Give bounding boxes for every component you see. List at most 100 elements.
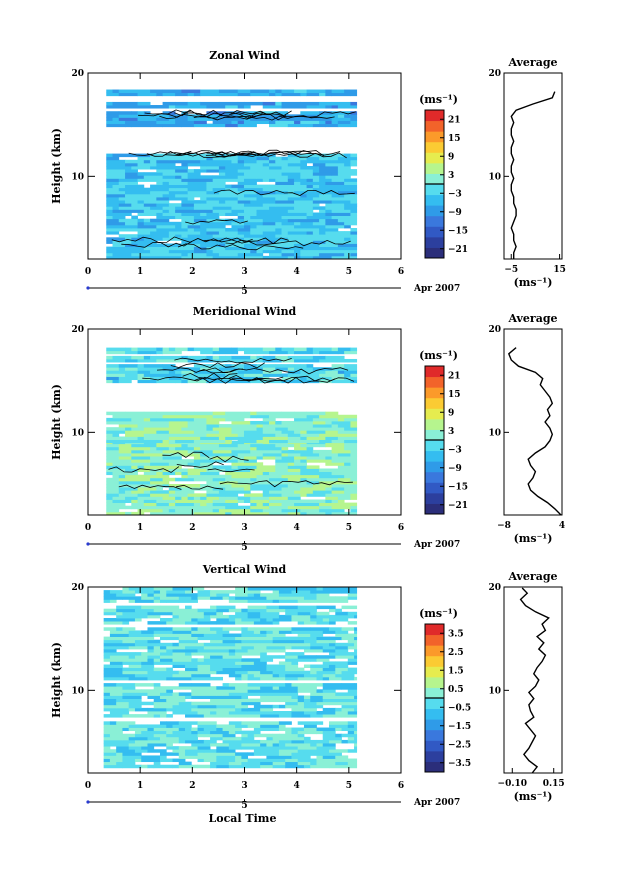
heatmap-cell: [300, 511, 307, 516]
heatmap-cell: [256, 439, 270, 444]
heatmap-cell: [228, 730, 236, 735]
heatmap-cell: [322, 689, 336, 693]
heatmap-cell: [243, 246, 257, 251]
heatmap-cell: [269, 184, 276, 189]
heatmap-cell: [106, 169, 126, 173]
heatmap-cell: [159, 655, 173, 659]
heatmap-cell: [303, 755, 311, 759]
heatmap-cell: [250, 477, 257, 482]
heatmap-cell: [106, 468, 126, 472]
heatmap-cell: [112, 487, 120, 491]
heatmap-cell: [312, 453, 320, 457]
heatmap-cell: [106, 487, 113, 491]
heatmap-cell: [181, 252, 189, 257]
date-axis-tick-label: 5: [241, 287, 247, 297]
heatmap-cell: [212, 411, 226, 416]
heatmap-cell: [141, 661, 155, 665]
heatmap-cell: [178, 761, 192, 766]
heatmap-cell: [212, 159, 232, 164]
heatmap-cell: [262, 373, 270, 377]
heatmap-cell: [103, 704, 117, 709]
heatmap-cell: [303, 752, 324, 756]
heatmap-cell: [168, 376, 182, 381]
heatmap-cell: [206, 123, 226, 128]
heatmap-cell: [272, 670, 286, 675]
heatmap-cell: [243, 243, 264, 247]
heatmap-cell: [103, 714, 123, 718]
heatmap-cell: [341, 673, 355, 678]
heatmap-cell: [243, 456, 257, 460]
heatmap-cell: [162, 178, 176, 182]
colorbar-tick-label: 15: [448, 134, 461, 144]
heatmap-cell: [168, 190, 176, 195]
heatmap-cell: [350, 184, 358, 189]
heatmap-cell: [344, 373, 351, 377]
heatmap-cell: [237, 228, 251, 232]
x-tick-label: 3: [241, 781, 247, 791]
heatmap-cell: [131, 511, 145, 516]
heatmap-cell: [193, 228, 201, 232]
heatmap-cell: [131, 178, 138, 182]
heatmap-cell: [159, 645, 167, 650]
heatmap-cell: [162, 414, 170, 419]
heatmap-cell: [106, 178, 120, 182]
heatmap-cell: [269, 358, 282, 363]
heatmap-cell: [181, 218, 189, 223]
heatmap-cell: [228, 707, 236, 712]
heatmap-cell: [306, 347, 314, 352]
date-axis-tick-label: 5: [241, 801, 247, 811]
heatmap-cell: [337, 190, 358, 195]
heatmap-cell: [106, 184, 113, 189]
heatmap-cell: [206, 234, 214, 238]
heatmap-cell: [143, 218, 151, 223]
heatmap-cell: [335, 608, 342, 613]
heatmap-cell: [303, 630, 324, 634]
heatmap-cell: [297, 630, 305, 634]
heatmap-cell: [103, 667, 123, 672]
heatmap-cell: [319, 114, 339, 118]
heatmap-cell: [187, 355, 207, 360]
heatmap-cell: [112, 499, 120, 503]
heatmap-cell: [347, 724, 355, 728]
heatmap-cell: [275, 427, 289, 431]
heatmap-cell: [262, 417, 276, 422]
heatmap-cell: [118, 505, 126, 510]
heatmap-cell: [269, 212, 282, 216]
heatmap-cell: [153, 727, 161, 732]
heatmap-cell: [262, 221, 276, 226]
heatmap-cell: [306, 178, 314, 182]
heatmap-cell: [250, 505, 270, 510]
profile-x-tick-label: −8: [497, 521, 511, 531]
heatmap-cell: [243, 471, 264, 476]
heatmap-cell: [203, 758, 217, 763]
heatmap-cell: [272, 743, 280, 747]
heatmap-cell: [125, 439, 145, 444]
date-label: Apr 2007: [413, 284, 460, 294]
heatmap-cell: [175, 193, 189, 198]
heatmap-cell: [175, 471, 182, 476]
heatmap-cell: [237, 433, 245, 437]
heatmap-cell: [287, 499, 307, 503]
heatmap-cell: [212, 456, 232, 460]
heatmap-cell: [172, 695, 186, 699]
heatmap-cell: [300, 255, 307, 260]
heatmap-cell: [319, 508, 326, 513]
heatmap-cell: [337, 169, 351, 173]
heatmap-cell: [147, 614, 161, 619]
heatmap-cell: [291, 683, 305, 687]
heatmap-cell: [250, 224, 257, 229]
heatmap-cell: [306, 237, 314, 241]
heatmap-cell: [319, 424, 326, 428]
heatmap-cell: [237, 92, 251, 97]
heatmap-cell: [191, 587, 205, 591]
heatmap-cell: [122, 686, 136, 690]
heatmap-cell: [118, 499, 132, 503]
heatmap-cell: [291, 639, 305, 644]
heatmap-cell: [216, 701, 230, 706]
heatmap-cell: [243, 162, 264, 167]
heatmap-cell: [175, 187, 189, 192]
heatmap-cell: [335, 664, 349, 668]
heatmap-cell: [256, 453, 264, 457]
heatmap-cell: [297, 593, 311, 597]
